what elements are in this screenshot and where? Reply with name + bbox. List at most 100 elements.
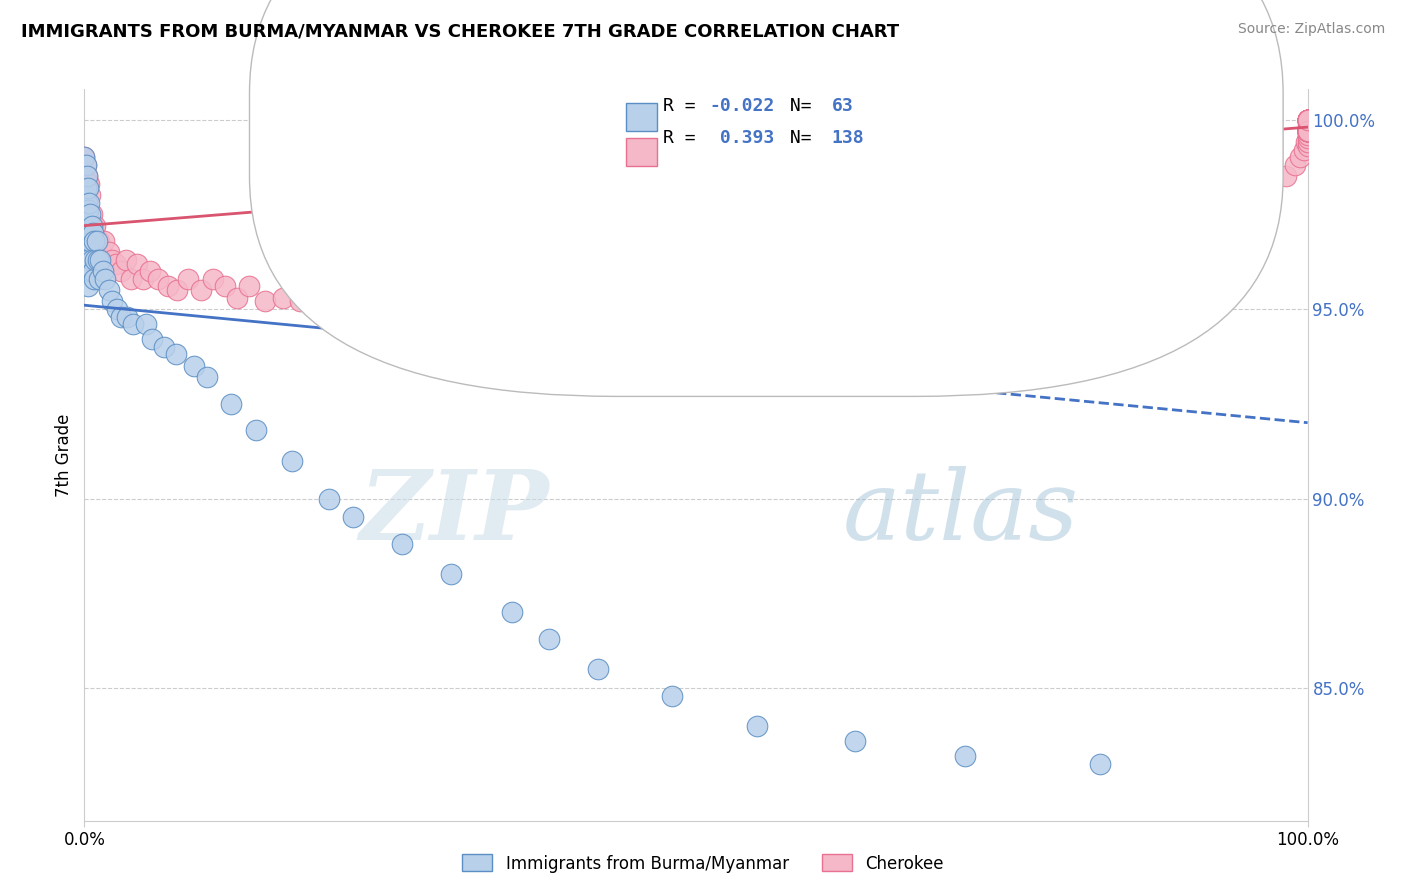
Point (115, 252, 138, 267)
Point (97, 245, 120, 260)
Point (1296, 124, 1319, 138)
Point (183, 359, 205, 373)
Point (254, 294, 277, 309)
Point (1296, 124, 1319, 138)
Point (93, 234, 115, 248)
Point (1296, 124, 1319, 138)
Point (538, 632, 561, 646)
Point (73, 150, 96, 164)
Point (440, 567, 463, 582)
Point (502, 605, 524, 619)
Text: 0.393: 0.393 (710, 129, 775, 147)
Text: R =: R = (664, 129, 706, 147)
Point (101, 252, 124, 267)
Point (1076, 219, 1098, 233)
Point (1296, 124, 1319, 138)
Text: 63: 63 (832, 97, 853, 115)
Point (76, 245, 98, 260)
Point (1296, 112, 1319, 127)
Point (1296, 124, 1319, 138)
Point (852, 245, 875, 260)
Point (1257, 177, 1279, 191)
Point (1029, 226, 1052, 240)
Point (1296, 112, 1319, 127)
Point (73, 207, 96, 221)
Point (1296, 112, 1319, 127)
Point (77, 203, 100, 218)
Point (73, 245, 96, 260)
Point (1296, 112, 1319, 127)
Point (153, 340, 176, 354)
Point (770, 264, 793, 278)
Point (1296, 124, 1319, 138)
Bar (626, 138, 657, 166)
Point (495, 271, 517, 285)
Point (141, 332, 163, 346)
Point (87, 252, 110, 267)
Point (434, 279, 457, 293)
Text: -0.022: -0.022 (710, 97, 775, 115)
Point (132, 271, 155, 285)
Point (1122, 207, 1144, 221)
Point (146, 271, 169, 285)
Point (73, 150, 96, 164)
Point (87, 234, 110, 248)
Point (75, 195, 97, 210)
Point (896, 256, 918, 270)
Point (245, 423, 267, 437)
Point (1296, 112, 1319, 127)
Point (82, 219, 104, 233)
Point (80, 219, 103, 233)
Point (195, 370, 218, 384)
Bar (626, 103, 657, 131)
Point (1296, 112, 1319, 127)
Point (226, 291, 249, 305)
Point (1296, 112, 1319, 127)
Point (661, 689, 683, 703)
Point (77, 279, 100, 293)
Point (77, 252, 100, 267)
Point (79, 264, 101, 278)
Point (125, 256, 148, 270)
Point (76, 207, 98, 221)
Point (811, 256, 834, 270)
Point (526, 283, 548, 297)
Point (1296, 112, 1319, 127)
Text: Source: ZipAtlas.com: Source: ZipAtlas.com (1237, 22, 1385, 37)
Point (1274, 169, 1296, 184)
Point (1296, 120, 1319, 134)
Point (586, 264, 609, 278)
Point (165, 347, 187, 361)
Point (177, 271, 200, 285)
Point (156, 279, 179, 293)
Point (77, 226, 100, 240)
Point (84, 219, 107, 233)
Point (1296, 128, 1319, 142)
Point (73, 188, 96, 202)
Point (1296, 112, 1319, 127)
Point (79, 188, 101, 202)
Point (214, 279, 236, 293)
FancyBboxPatch shape (249, 0, 1284, 396)
Point (110, 310, 132, 324)
Point (844, 734, 866, 748)
Point (1296, 112, 1319, 127)
Point (79, 234, 101, 248)
Point (1296, 124, 1319, 138)
Point (1296, 112, 1319, 127)
Point (953, 749, 976, 764)
Point (1170, 195, 1192, 210)
Point (586, 662, 609, 676)
Point (84, 252, 107, 267)
Point (76, 195, 98, 210)
Point (77, 195, 100, 210)
Point (115, 310, 138, 324)
Point (73, 226, 96, 240)
Point (1296, 124, 1319, 138)
Point (120, 271, 142, 285)
Point (76, 169, 98, 184)
Point (731, 256, 754, 270)
Point (79, 226, 101, 240)
Point (94, 271, 117, 285)
Point (1296, 116, 1319, 130)
